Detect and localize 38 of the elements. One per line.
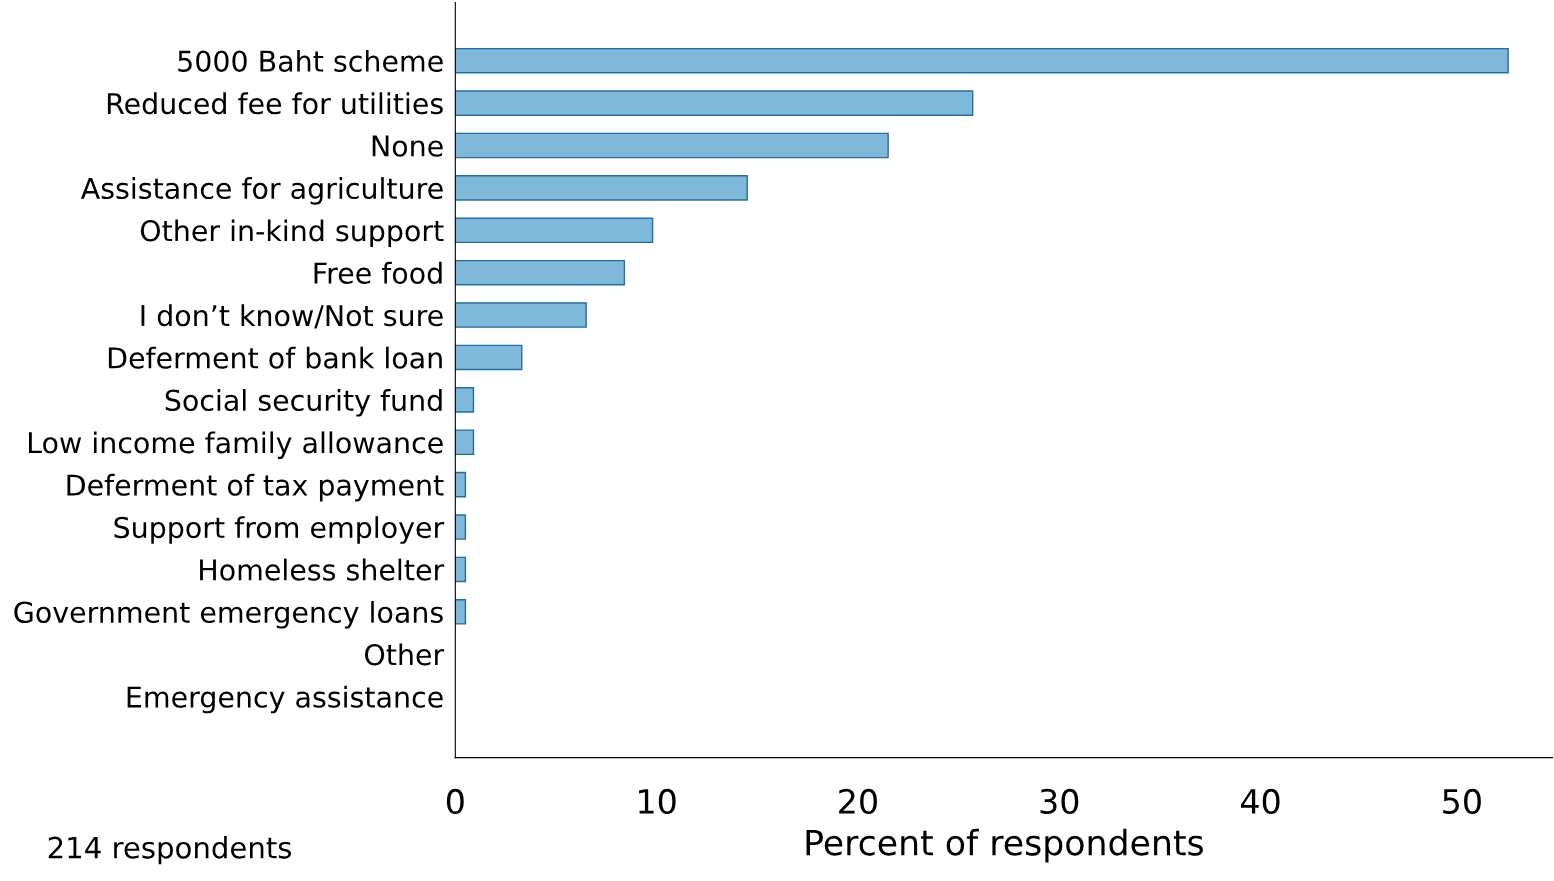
y-tick-label: Low income family allowance: [28, 431, 443, 459]
bar: [455, 259, 626, 286]
bar: [455, 471, 467, 498]
bar: [455, 302, 587, 328]
x-tick-label: 50: [1443, 788, 1481, 815]
x-tick-label: 10: [639, 788, 676, 815]
y-tick-label: 5000 Baht scheme: [178, 49, 443, 72]
bar: [455, 599, 467, 625]
y-tick-label: Emergency assistance: [127, 685, 443, 714]
y-tick-label: Social security fund: [165, 389, 442, 417]
x-axis-title: Percent of respondents: [806, 828, 1203, 863]
y-tick-label: Other in-kind support: [140, 219, 444, 248]
bar: [455, 429, 475, 456]
x-tick-label: 0: [446, 788, 464, 815]
x-tick-label: 20: [839, 788, 877, 815]
bar: [455, 175, 748, 201]
bar: [455, 556, 467, 583]
y-tick-label: Government emergency loans: [14, 601, 443, 629]
y-tick-label: Deferment of bank loan: [108, 346, 442, 369]
bar: [455, 344, 523, 371]
y-tick-label: Other: [364, 643, 445, 666]
y-tick-label: Reduced fee for utilities: [107, 92, 443, 115]
y-tick-label: Deferment of tax payment: [67, 473, 444, 502]
bar: [455, 514, 467, 540]
y-tick-label: I don’t know/Not sure: [141, 304, 443, 329]
y-tick-label: Support from employer: [114, 516, 445, 544]
x-tick-label: 40: [1240, 788, 1280, 815]
y-tick-label: Free food: [314, 261, 442, 284]
y-tick-label: Assistance for agriculture: [80, 177, 443, 205]
bar: [455, 387, 475, 413]
bar: [455, 132, 889, 159]
text: 214 respondents: [48, 836, 292, 865]
y-tick-label: None: [372, 135, 443, 157]
bar: [455, 90, 974, 116]
x-tick-label: 30: [1040, 788, 1079, 815]
bar: [455, 217, 654, 244]
bar: [455, 47, 1509, 74]
y-tick-label: Homeless shelter: [200, 558, 445, 581]
